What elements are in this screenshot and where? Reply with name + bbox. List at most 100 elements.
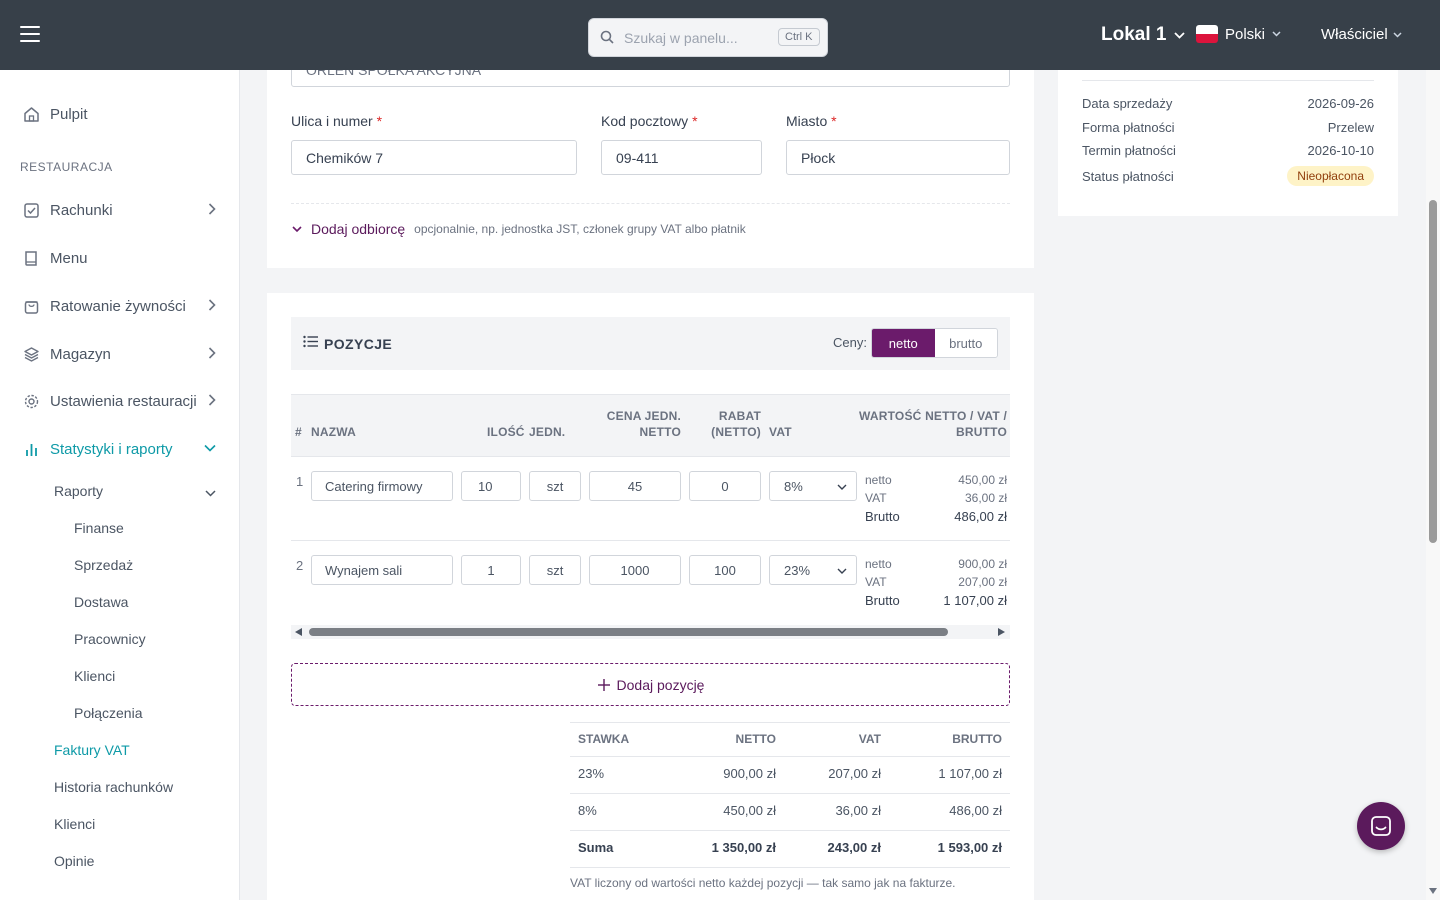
- location-label: Lokal 1: [1101, 24, 1167, 45]
- sidebar-subitem-opinions[interactable]: Opinie: [54, 853, 95, 869]
- price-mode-gross-button[interactable]: brutto: [934, 329, 997, 357]
- sidebar-report-connections[interactable]: Połączenia: [74, 705, 143, 721]
- scroll-down-icon[interactable]: [1429, 888, 1437, 894]
- sidebar-subitem-reports[interactable]: Raporty: [54, 483, 103, 499]
- sidebar-subitem-bill-history[interactable]: Historia rachunków: [54, 779, 174, 795]
- home-icon: [22, 105, 40, 123]
- city-field[interactable]: Płock: [786, 140, 1010, 175]
- scrollbar-thumb[interactable]: [309, 628, 948, 636]
- row-gross-label: Brutto: [865, 509, 900, 524]
- language-selector[interactable]: Polski: [1196, 25, 1281, 43]
- item-price-input[interactable]: 45: [589, 471, 681, 501]
- item-qty-input[interactable]: 1: [461, 555, 521, 585]
- street-field[interactable]: Chemików 7: [291, 140, 577, 175]
- vat-cell: 36,00 zł: [835, 803, 881, 818]
- payment-due-value: 2026-10-10: [1307, 143, 1375, 158]
- sidebar-item-label: Statystyki i raporty: [50, 440, 173, 458]
- sidebar-report-delivery[interactable]: Dostawa: [74, 594, 129, 610]
- sidebar-item-warehouse[interactable]: Magazyn: [0, 336, 240, 372]
- col-unit-price: CENA JEDN. NETTO: [606, 409, 681, 439]
- vertical-scrollbar[interactable]: [1426, 70, 1440, 900]
- vat-col-gross: BRUTTO: [952, 732, 1002, 746]
- item-vat-select[interactable]: 23%: [769, 555, 857, 585]
- sidebar-item-label: Ratowanie żywności: [50, 297, 186, 315]
- sidebar-subitem-vat-invoices[interactable]: Faktury VAT: [54, 742, 130, 758]
- chevron-down-icon: [1393, 31, 1402, 38]
- chevron-down-icon: [292, 225, 302, 232]
- vat-table-divider: [570, 793, 1010, 794]
- search-box[interactable]: Ctrl K: [588, 18, 828, 57]
- vat-cell: 8%: [578, 803, 597, 818]
- chevron-right-icon: [208, 394, 216, 406]
- sidebar-item-menu[interactable]: Menu: [0, 240, 240, 276]
- payment-due-label: Termin płatności: [1082, 143, 1176, 158]
- invoice-summary-card: [1058, 70, 1398, 216]
- item-unit-input[interactable]: szt: [529, 555, 581, 585]
- sidebar-report-clients[interactable]: Klienci: [74, 668, 116, 684]
- poland-flag-icon: [1196, 25, 1218, 43]
- vat-col-rate: STAWKA: [578, 732, 630, 746]
- vat-cell: 900,00 zł: [723, 766, 776, 781]
- row-net-label: netto: [865, 473, 892, 487]
- col-values: WARTOŚĆ NETTO / VAT / BRUTTO: [859, 409, 1007, 439]
- sidebar: Pulpit RESTAURACJA Rachunki Menu Ratowan…: [0, 70, 240, 900]
- sale-date-label: Data sprzedaży: [1082, 96, 1173, 111]
- item-discount-input[interactable]: 100: [689, 555, 761, 585]
- sidebar-item-dashboard[interactable]: Pulpit: [0, 96, 240, 132]
- item-qty-input[interactable]: 10: [461, 471, 521, 501]
- item-discount-input[interactable]: 0: [689, 471, 761, 501]
- item-price-input[interactable]: 1000: [589, 555, 681, 585]
- user-label: Właściciel: [1321, 26, 1388, 43]
- item-name-input[interactable]: Wynajem sali: [311, 555, 453, 585]
- vat-sum-cell: 243,00 zł: [827, 840, 882, 855]
- user-menu[interactable]: Właściciel: [1321, 26, 1402, 43]
- row-number: 1: [296, 474, 304, 489]
- plus-icon: [597, 678, 610, 691]
- scroll-right-icon[interactable]: [998, 628, 1005, 636]
- add-position-button[interactable]: Dodaj pozycję: [291, 663, 1010, 706]
- vat-table-top-border: [570, 722, 1010, 723]
- sidebar-subitem-label: Raporty: [54, 483, 104, 499]
- sidebar-subitem-clients[interactable]: Klienci: [54, 816, 96, 832]
- city-label: Miasto *: [786, 113, 837, 129]
- payment-form-label: Forma płatności: [1082, 120, 1175, 135]
- chevron-right-icon: [208, 347, 216, 359]
- add-recipient-toggle[interactable]: Dodaj odbiorcę opcjonalnie, np. jednostk…: [292, 221, 746, 237]
- prices-label: Ceny:: [833, 335, 867, 350]
- row-net-value: 900,00 zł: [958, 557, 1007, 571]
- vat-col-vat: VAT: [858, 732, 881, 746]
- location-selector[interactable]: Lokal 1: [1101, 24, 1186, 46]
- scroll-left-icon[interactable]: [295, 628, 302, 636]
- chat-button[interactable]: [1357, 802, 1405, 850]
- col-qty: ILOŚĆ: [487, 425, 525, 439]
- sidebar-item-bills[interactable]: Rachunki: [0, 192, 240, 228]
- vat-table-divider: [570, 756, 1010, 757]
- chat-icon: [1371, 816, 1391, 836]
- vat-sum-cell: 1 350,00 zł: [711, 840, 776, 855]
- row-divider: [291, 540, 1010, 541]
- summary-divider: [1082, 80, 1374, 81]
- sidebar-item-food-rescue[interactable]: Ratowanie żywności: [0, 288, 240, 324]
- search-input[interactable]: [624, 27, 769, 49]
- scrollbar-thumb[interactable]: [1429, 200, 1437, 543]
- row-gross-value: 1 107,00 zł: [943, 593, 1007, 608]
- add-recipient-hint: opcjonalnie, np. jednostka JST, członek …: [414, 222, 746, 236]
- sidebar-report-sales[interactable]: Sprzedaż: [74, 557, 134, 573]
- sidebar-report-finance[interactable]: Finanse: [74, 520, 124, 536]
- price-mode-net-button[interactable]: netto: [872, 329, 935, 357]
- sidebar-item-statistics[interactable]: Statystyki i raporty: [0, 431, 240, 467]
- sidebar-item-restaurant-settings[interactable]: Ustawienia restauracji: [0, 383, 240, 419]
- menu-icon[interactable]: [20, 26, 40, 43]
- chevron-down-icon: [204, 444, 216, 452]
- vat-sum-cell: 1 593,00 zł: [937, 840, 1002, 855]
- vat-cell: 23%: [578, 766, 605, 781]
- item-name-input[interactable]: Catering firmowy: [311, 471, 453, 501]
- sidebar-item-label: Pulpit: [50, 105, 88, 123]
- add-position-label: Dodaj pozycję: [616, 676, 705, 693]
- postcode-field[interactable]: 09-411: [601, 140, 762, 175]
- item-vat-select[interactable]: 8%: [769, 471, 857, 501]
- horizontal-scrollbar[interactable]: [291, 625, 1010, 639]
- sidebar-report-employees[interactable]: Pracownicy: [74, 631, 146, 647]
- row-number: 2: [296, 558, 304, 573]
- item-unit-input[interactable]: szt: [529, 471, 581, 501]
